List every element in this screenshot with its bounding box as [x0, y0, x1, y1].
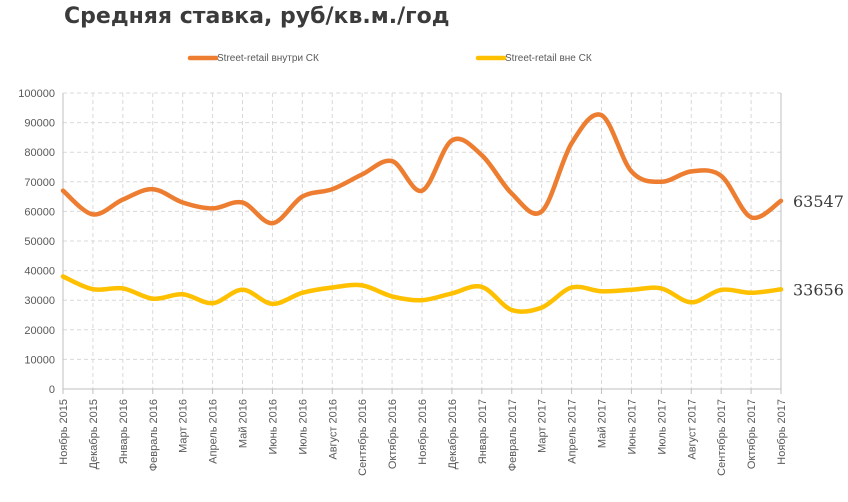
- data-point: [330, 187, 335, 192]
- data-point: [61, 274, 65, 279]
- data-point: [539, 209, 544, 214]
- data-point: [61, 188, 65, 193]
- x-tick-label: Декабрь 2015: [88, 399, 100, 469]
- legend: Street-retail внутри СК Street-retail вне…: [187, 53, 592, 64]
- x-tick-label: Март 2016: [178, 399, 190, 453]
- x-tick-label: Ноябрь 2017: [776, 399, 788, 465]
- data-point: [210, 301, 215, 306]
- data-point: [120, 286, 125, 291]
- data-point: [479, 284, 484, 289]
- data-point: [689, 169, 694, 174]
- data-point: [420, 188, 424, 193]
- x-tick-label: Июнь 2017: [626, 399, 638, 455]
- grid: [63, 92, 782, 389]
- data-point: [180, 200, 185, 205]
- y-tick-label: 50000: [24, 236, 55, 248]
- data-point: [779, 287, 783, 292]
- x-tick-label: Декабрь 2016: [447, 399, 459, 469]
- x-tick-label: Август 2017: [686, 399, 698, 460]
- data-point: [300, 194, 305, 199]
- data-point: [120, 197, 125, 202]
- data-point: [300, 290, 305, 295]
- x-tick-label: Февраль 2016: [148, 399, 160, 471]
- data-point: [360, 283, 365, 288]
- legend-label: Street-retail вне СК: [505, 53, 592, 64]
- data-point: [449, 291, 454, 296]
- data-point: [569, 141, 574, 146]
- data-point: [749, 290, 754, 295]
- x-tick-label: Январь 2016: [118, 399, 130, 464]
- data-point: [509, 308, 514, 312]
- y-tick-label: 80000: [24, 147, 55, 159]
- data-point: [659, 179, 664, 184]
- data-point: [719, 173, 724, 178]
- data-point: [270, 221, 275, 226]
- series-lines: 63547 33656: [60, 112, 844, 314]
- y-tick-label: 100000: [18, 88, 55, 100]
- data-point: [719, 287, 724, 292]
- data-point: [240, 200, 245, 205]
- x-tick-label: Февраль 2017: [507, 399, 519, 471]
- y-tick-label: 10000: [24, 354, 55, 366]
- data-point: [539, 305, 544, 310]
- y-tick-label: 30000: [24, 295, 55, 307]
- y-tick-label: 0: [49, 384, 55, 396]
- x-tick-label: Июль 2016: [297, 399, 309, 455]
- x-tick-label: Сентябрь 2016: [357, 399, 369, 476]
- y-tick-label: 20000: [24, 325, 55, 337]
- x-tick-label: Май 2016: [238, 399, 250, 448]
- x-tick-label: Март 2017: [537, 399, 549, 453]
- legend-label: Street-retail внутри СК: [217, 53, 319, 64]
- data-point: [270, 301, 275, 306]
- y-tick-label: 70000: [24, 177, 55, 189]
- x-tick-label: Май 2017: [597, 399, 609, 448]
- x-tick-label: Июль 2017: [656, 399, 668, 455]
- series-end-label: 33656: [793, 280, 844, 299]
- x-tick-label: Август 2016: [327, 399, 339, 460]
- series-end-label: 63547: [793, 192, 844, 211]
- x-tick-label: Июнь 2016: [267, 399, 279, 455]
- data-point: [90, 287, 95, 292]
- data-point: [629, 287, 634, 292]
- data-point: [479, 153, 484, 158]
- axes: 0 10000 20000 30000 40000 50000 60000 70000 8000…: [18, 88, 788, 476]
- y-tick-label: 40000: [24, 266, 55, 278]
- data-point: [449, 138, 454, 143]
- x-tick-label: Январь 2017: [477, 399, 489, 464]
- data-point: [90, 212, 95, 217]
- x-tick-label: Апрель 2017: [567, 399, 579, 464]
- y-tick-label: 60000: [24, 206, 55, 218]
- x-tick-label: Апрель 2016: [208, 399, 220, 464]
- x-tick-label: Октябрь 2017: [746, 399, 758, 469]
- data-point: [240, 287, 245, 292]
- x-tick-label: Сентябрь 2017: [716, 399, 728, 476]
- data-point: [390, 294, 395, 299]
- x-tick-label: Ноябрь 2015: [58, 399, 70, 465]
- data-point: [390, 159, 395, 164]
- data-point: [360, 172, 365, 177]
- data-point: [749, 215, 754, 220]
- data-point: [210, 206, 215, 211]
- data-point: [689, 300, 694, 305]
- data-point: [509, 191, 514, 196]
- chart-title: Средняя ставка, руб/кв.м./год: [64, 4, 450, 29]
- data-point: [779, 198, 783, 203]
- data-point: [150, 296, 155, 301]
- x-tick-label: Ноябрь 2016: [417, 399, 429, 465]
- x-tick-label: Октябрь 2016: [387, 399, 399, 469]
- data-point: [569, 285, 574, 290]
- data-point: [599, 289, 604, 294]
- data-point: [629, 169, 634, 174]
- data-point: [420, 298, 424, 303]
- data-point: [659, 286, 664, 291]
- data-point: [180, 292, 185, 297]
- data-point: [599, 113, 604, 118]
- y-tick-label: 90000: [24, 118, 55, 130]
- data-point: [330, 285, 335, 290]
- data-point: [150, 187, 155, 192]
